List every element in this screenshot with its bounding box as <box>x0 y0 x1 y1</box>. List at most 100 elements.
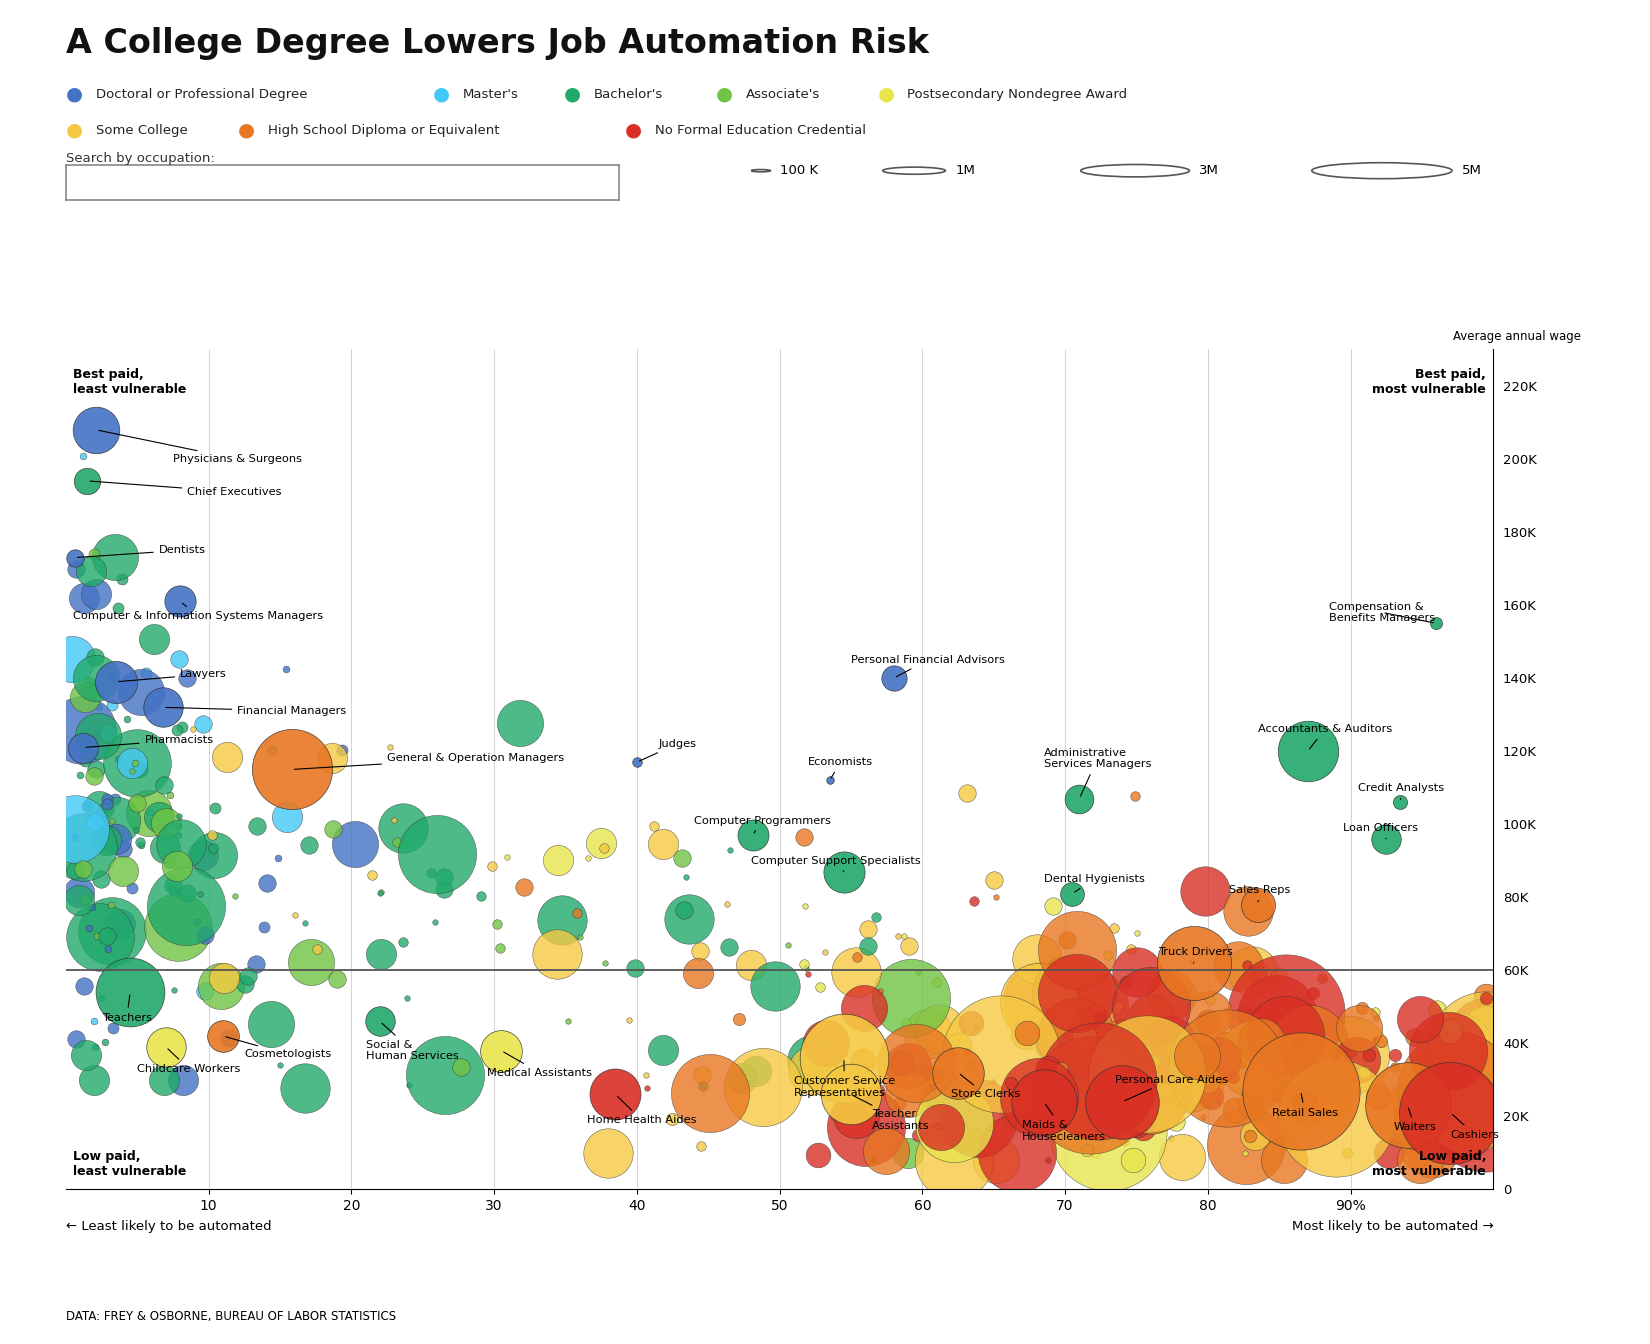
Point <box>964 1016 990 1038</box>
Point <box>1064 1082 1091 1103</box>
Point <box>1195 1068 1221 1090</box>
Text: ●: ● <box>878 85 894 103</box>
Point <box>947 1034 973 1055</box>
Point <box>190 714 216 735</box>
Point <box>1295 741 1322 762</box>
Point <box>94 938 120 960</box>
Point <box>119 753 145 774</box>
Point <box>861 1086 888 1107</box>
Point <box>855 935 881 957</box>
Point <box>86 696 112 718</box>
Text: Bachelor's: Bachelor's <box>594 87 663 101</box>
Text: Dentists: Dentists <box>78 546 206 558</box>
Point <box>1191 880 1218 902</box>
Point <box>1190 1106 1216 1128</box>
Point <box>1333 1142 1360 1164</box>
Point <box>366 1011 393 1032</box>
Point <box>1127 1077 1153 1098</box>
Point <box>812 941 838 962</box>
Text: Compensation &
Benefits Managers: Compensation & Benefits Managers <box>1330 602 1436 624</box>
Point <box>1252 1071 1279 1093</box>
Text: Retail Sales: Retail Sales <box>1272 1094 1338 1118</box>
Point <box>1318 1082 1345 1103</box>
Point <box>1236 1125 1262 1146</box>
Point <box>1368 1030 1394 1051</box>
Point <box>1082 1142 1109 1164</box>
Point <box>624 751 650 773</box>
Point <box>1077 1085 1104 1106</box>
Point <box>922 1064 949 1086</box>
Text: ●: ● <box>432 85 450 103</box>
Point <box>1124 961 1150 982</box>
Point <box>69 859 96 880</box>
Point <box>1419 1075 1445 1097</box>
Point <box>221 886 248 907</box>
Point <box>210 1025 236 1047</box>
Point <box>1148 1095 1175 1117</box>
Point <box>1071 1025 1097 1047</box>
Point <box>1279 1114 1305 1136</box>
Point <box>203 797 229 818</box>
Point <box>805 1144 832 1165</box>
Point <box>82 419 109 441</box>
Text: Computer Support Specialists: Computer Support Specialists <box>751 856 921 872</box>
Point <box>1167 1054 1193 1075</box>
Point <box>685 962 711 984</box>
Point <box>926 1116 952 1137</box>
Point <box>632 1064 658 1086</box>
Point <box>447 1056 474 1078</box>
Point <box>1096 1121 1122 1142</box>
Text: Store Clerks: Store Clerks <box>950 1074 1020 1099</box>
Point <box>158 878 185 899</box>
Point <box>615 1009 642 1031</box>
Point <box>73 687 99 708</box>
Point <box>865 1079 891 1101</box>
Point <box>894 1083 921 1105</box>
Point <box>1234 954 1261 976</box>
Point <box>1247 1031 1274 1052</box>
Point <box>940 1066 967 1087</box>
Point <box>478 855 505 876</box>
Point <box>259 739 285 761</box>
Point <box>940 1149 967 1171</box>
Point <box>1432 1046 1459 1067</box>
Point <box>1365 1086 1391 1107</box>
Point <box>102 789 129 810</box>
Point <box>1376 1142 1402 1164</box>
Point <box>1119 1149 1145 1171</box>
Point <box>183 911 210 933</box>
Point <box>850 1050 876 1071</box>
Point <box>1394 1140 1421 1161</box>
Point <box>92 829 119 851</box>
Point <box>1356 1044 1383 1066</box>
Point <box>1308 968 1335 989</box>
Point <box>94 789 120 810</box>
Text: DATA: FREY & OSBORNE, BUREAU OF LABOR STATISTICS: DATA: FREY & OSBORNE, BUREAU OF LABOR ST… <box>66 1310 396 1322</box>
Point <box>1026 991 1053 1012</box>
Point <box>1473 1071 1500 1093</box>
Point <box>1221 1099 1247 1121</box>
Point <box>1058 982 1084 1004</box>
Point <box>170 1068 196 1090</box>
Point <box>1297 1034 1323 1055</box>
Point <box>1099 1064 1125 1086</box>
Point <box>1236 1038 1262 1059</box>
Point <box>903 1052 929 1074</box>
Point <box>888 1052 914 1074</box>
Point <box>1473 1064 1500 1086</box>
Point <box>1168 1085 1195 1106</box>
Point <box>549 910 576 931</box>
Point <box>1157 1024 1183 1046</box>
Point <box>89 825 116 847</box>
Point <box>1198 1064 1224 1086</box>
Point <box>1059 1075 1086 1097</box>
Point <box>998 1073 1025 1094</box>
Point <box>109 860 135 882</box>
Text: Chief Executives: Chief Executives <box>91 481 282 497</box>
Point <box>668 848 695 870</box>
Point <box>124 818 150 840</box>
Point <box>153 812 180 833</box>
Point <box>1294 1093 1320 1114</box>
Point <box>1244 964 1270 985</box>
Point <box>566 926 592 948</box>
